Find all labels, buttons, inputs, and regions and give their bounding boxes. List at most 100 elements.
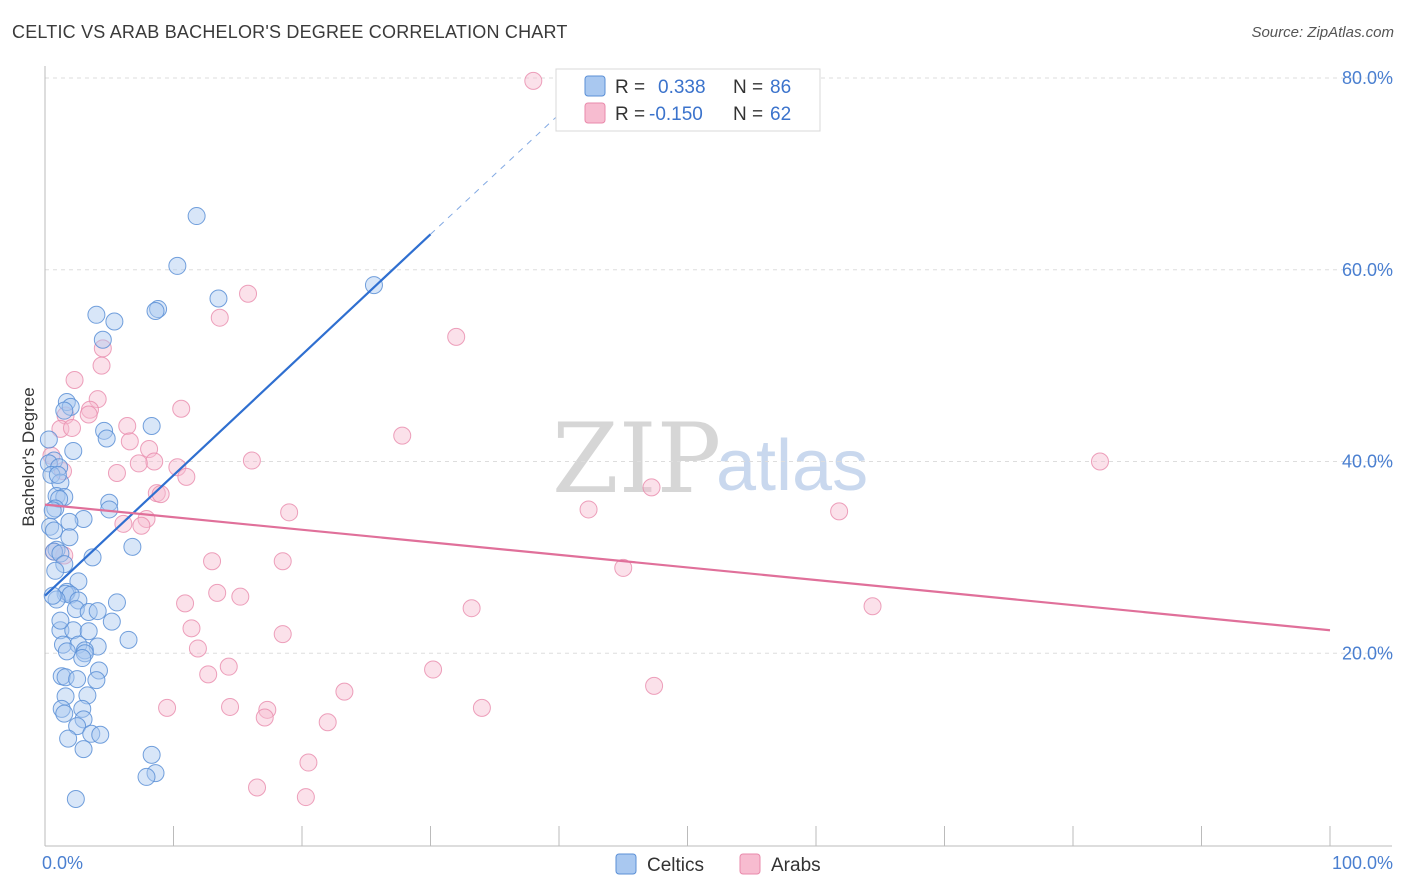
celtics-point — [149, 300, 168, 319]
bottom-legend-swatch-celtics — [615, 853, 637, 875]
celtics-point — [97, 429, 116, 448]
arabs-point — [120, 432, 139, 451]
celtics-point — [142, 417, 161, 436]
celtics-point — [55, 704, 74, 723]
arabs-point — [524, 71, 543, 90]
celtics-point — [137, 767, 156, 786]
celtics-point — [66, 789, 85, 808]
arabs-point — [65, 371, 84, 390]
legend-box: R = 0.338 N = 86 R = -0.150 N = 62 — [555, 68, 821, 132]
bottom-legend-label-arabs: Arabs — [771, 855, 821, 876]
arabs-point — [273, 625, 292, 644]
arabs-point — [221, 697, 240, 716]
arabs-point — [92, 356, 111, 375]
y-tick-label-20: 20.0% — [1342, 643, 1393, 663]
legend-r-label-celtics: R = — [615, 77, 645, 98]
celtics-point — [59, 729, 78, 748]
arabs-point — [642, 478, 661, 497]
celtics-point — [142, 745, 161, 764]
celtics-point — [91, 725, 110, 744]
arabs-point — [614, 558, 633, 577]
arabs-point — [199, 665, 218, 684]
celtics-point — [60, 528, 79, 547]
legend-r-value-arabs: -0.150 — [649, 104, 703, 125]
series-celtics-points — [39, 207, 383, 808]
arabs-point — [203, 552, 222, 571]
bottom-legend-swatch-arabs — [739, 853, 761, 875]
x-tick-label-100: 100.0% — [1332, 853, 1393, 873]
legend-swatch-arabs — [584, 102, 606, 124]
celtics-point — [50, 458, 69, 477]
celtics-point — [64, 621, 83, 640]
arabs-point — [118, 417, 137, 436]
celtics-point — [146, 301, 165, 320]
celtics-point — [209, 289, 228, 308]
arabs-point — [462, 599, 481, 618]
celtics-point — [102, 612, 121, 631]
arabs-point — [172, 399, 191, 418]
celtics-point — [55, 401, 74, 420]
arabs-trend-line — [44, 503, 1331, 632]
celtics-point — [78, 686, 97, 705]
arabs-point — [145, 452, 164, 471]
celtics-point — [74, 740, 93, 759]
arabs-point — [239, 284, 258, 303]
arabs-point — [132, 516, 151, 535]
arabs-point — [830, 502, 849, 521]
axis-ticks: 20.0% 40.0% 60.0% 80.0% 0.0% 100.0% — [42, 68, 1393, 873]
celtics-point — [74, 510, 93, 529]
arabs-point — [472, 698, 491, 717]
celtics-point — [69, 572, 88, 591]
arabs-point — [62, 418, 81, 437]
celtics-point — [57, 642, 76, 661]
celtics-point — [39, 430, 58, 449]
celtics-point — [51, 621, 70, 640]
celtics-point — [168, 256, 187, 275]
arabs-point — [176, 594, 195, 613]
celtics-point — [119, 630, 138, 649]
celtics-point — [56, 668, 75, 687]
celtics-point — [79, 622, 98, 641]
celtics-point — [75, 644, 94, 663]
celtics-point — [51, 611, 70, 630]
celtics-point — [68, 670, 87, 689]
grid-lines — [45, 77, 1392, 654]
arabs-point — [280, 503, 299, 522]
legend-swatch-celtics — [584, 75, 606, 97]
arabs-point — [107, 464, 126, 483]
celtics-point — [93, 330, 112, 349]
arabs-point — [188, 639, 207, 658]
chart-source: Source: ZipAtlas.com — [1251, 24, 1394, 41]
arabs-point — [208, 583, 227, 602]
celtics-trend-line — [44, 233, 432, 597]
arabs-point — [182, 619, 201, 638]
arabs-point — [335, 682, 354, 701]
celtics-point — [82, 724, 101, 743]
y-axis-label: Bachelor's Degree — [19, 387, 38, 526]
arabs-point — [231, 587, 250, 606]
legend-n-label-celtics: N = — [733, 77, 763, 98]
celtics-point — [187, 207, 206, 226]
watermark-zip: ZIP — [552, 403, 721, 515]
legend-n-value-celtics: 86 — [770, 77, 791, 98]
y-tick-label-60: 60.0% — [1342, 260, 1393, 280]
bottom-legend: Celtics Arabs — [615, 853, 821, 876]
celtics-point — [74, 710, 93, 729]
celtics-point — [73, 649, 92, 668]
arabs-point — [210, 308, 229, 327]
celtics-point — [83, 548, 102, 567]
arabs-point — [158, 698, 177, 717]
arabs-point — [863, 597, 882, 616]
arabs-point — [79, 405, 98, 424]
celtics-point — [88, 602, 107, 621]
celtics-point — [44, 542, 63, 561]
arabs-point — [219, 657, 238, 676]
arabs-point — [424, 660, 443, 679]
bottom-legend-label-celtics: Celtics — [647, 855, 704, 876]
y-tick-label-40: 40.0% — [1342, 452, 1393, 472]
celtics-point — [146, 764, 165, 783]
celtics-point — [52, 699, 71, 718]
arabs-point — [273, 552, 292, 571]
celtics-point — [107, 593, 126, 612]
